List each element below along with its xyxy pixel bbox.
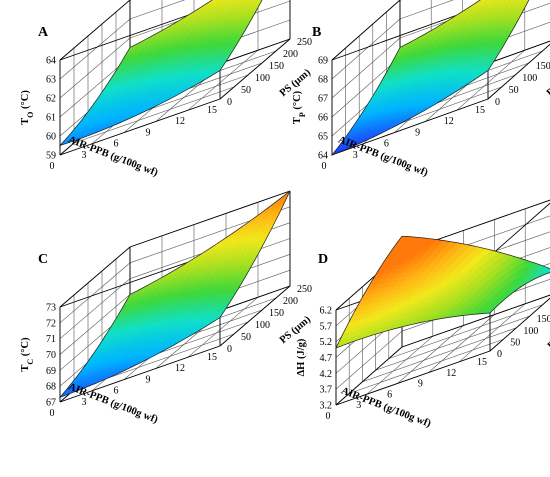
x-tick-label: 6 <box>114 386 119 397</box>
panel-a: 03691215050100150200250596061626364AIR-P… <box>20 0 313 179</box>
z-tick-label: 73 <box>46 303 56 314</box>
z-tick-label: 3.2 <box>320 401 333 412</box>
x-tick-label: 3 <box>82 150 87 161</box>
z-tick-label: 5.7 <box>320 321 333 332</box>
y-tick-label: 150 <box>536 61 550 72</box>
panel-d: 036912150501001502002503.23.74.24.75.25.… <box>296 199 550 430</box>
x-tick-label: 12 <box>175 363 185 374</box>
z-tick-label: 68 <box>318 75 328 86</box>
x-tick-label: 15 <box>207 105 217 116</box>
x-tick-label: 9 <box>146 374 151 385</box>
y-tick-label: 250 <box>297 284 312 295</box>
y-tick-label: 100 <box>255 320 270 331</box>
y-tick-label: 0 <box>497 349 502 360</box>
z-tick-label: 71 <box>46 334 56 345</box>
x-tick-label: 15 <box>475 105 485 116</box>
z-tick-label: 65 <box>318 132 328 143</box>
response-surface <box>330 0 530 156</box>
z-tick-label: 59 <box>46 151 56 162</box>
x-tick-label: 3 <box>356 400 361 411</box>
z-tick-label: 62 <box>46 94 56 105</box>
z-axis-label: TC (°C) <box>20 337 35 372</box>
x-tick-label: 12 <box>444 116 454 127</box>
panel-b: 03691215050100150200250646566676869AIR-P… <box>292 0 550 179</box>
x-tick-label: 12 <box>446 368 456 379</box>
tick-labels: 036912150501001502002503.23.74.24.75.25.… <box>320 303 550 422</box>
z-tick-label: 5.2 <box>320 337 333 348</box>
y-tick-label: 0 <box>227 344 232 355</box>
y-tick-label: 150 <box>269 308 284 319</box>
x-tick-label: 0 <box>50 408 55 419</box>
x-tick-label: 9 <box>418 379 423 390</box>
z-tick-label: 64 <box>318 151 328 162</box>
y-tick-label: 150 <box>537 314 550 325</box>
z-tick-label: 67 <box>318 94 328 105</box>
y-tick-label: 100 <box>522 73 537 84</box>
z-tick-label: 72 <box>46 318 56 329</box>
z-tick-label: 3.7 <box>320 385 333 396</box>
x-tick-label: 0 <box>322 161 327 172</box>
z-tick-label: 69 <box>318 56 328 67</box>
x-tick-label: 6 <box>387 389 392 400</box>
y-tick-label: 250 <box>297 37 312 48</box>
x-tick-label: 0 <box>326 411 331 422</box>
z-axis-label: TP (°C) <box>292 90 307 124</box>
z-tick-label: 68 <box>46 382 56 393</box>
z-tick-label: 60 <box>46 132 56 143</box>
z-tick-label: 63 <box>46 75 56 86</box>
z-tick-label: 69 <box>46 366 56 377</box>
x-tick-label: 9 <box>146 127 151 138</box>
x-tick-label: 6 <box>114 139 119 150</box>
surface-outline <box>58 0 263 147</box>
y-tick-label: 0 <box>495 97 500 108</box>
y-tick-label: 200 <box>283 296 298 307</box>
panel-c: 0369121505010015020025067686970717273AIR… <box>20 190 313 426</box>
y-tick-label: 150 <box>269 61 284 72</box>
z-axis-label: TO (°C) <box>20 90 35 125</box>
y-tick-label: 0 <box>227 97 232 108</box>
z-tick-label: 66 <box>318 113 328 124</box>
surface-outline <box>58 190 291 399</box>
x-tick-label: 15 <box>477 357 487 368</box>
panel-letter: D <box>318 252 328 267</box>
response-surface <box>58 190 291 399</box>
surface-outline <box>335 235 550 349</box>
z-tick-label: 64 <box>46 56 56 67</box>
y-tick-label: 100 <box>523 326 538 337</box>
z-tick-label: 70 <box>46 350 56 361</box>
y-tick-label: 50 <box>510 337 520 348</box>
surface-outline <box>330 0 530 156</box>
tick-labels: 03691215050100150200250646566676869 <box>318 49 550 172</box>
y-tick-label: 200 <box>283 49 298 60</box>
response-surface <box>58 0 263 147</box>
x-tick-label: 3 <box>353 150 358 161</box>
panel-letter: B <box>312 25 321 40</box>
panel-letter: C <box>38 252 48 267</box>
x-tick-label: 3 <box>82 397 87 408</box>
x-tick-label: 6 <box>384 139 389 150</box>
y-tick-label: 50 <box>509 85 519 96</box>
z-axis-label: ΔH (J/g) <box>296 338 307 376</box>
x-tick-label: 0 <box>50 161 55 172</box>
z-tick-label: 4.7 <box>320 353 333 364</box>
response-surface <box>335 235 550 349</box>
y-tick-label: 100 <box>255 73 270 84</box>
x-tick-label: 9 <box>415 127 420 138</box>
z-tick-label: 6.2 <box>320 306 333 317</box>
y-tick-label: 50 <box>241 85 251 96</box>
z-tick-label: 4.2 <box>320 369 333 380</box>
z-tick-label: 61 <box>46 113 56 124</box>
y-tick-label: 50 <box>241 332 251 343</box>
x-tick-label: 12 <box>175 116 185 127</box>
x-tick-label: 15 <box>207 352 217 363</box>
panel-letter: A <box>38 25 49 40</box>
z-tick-label: 67 <box>46 398 56 409</box>
